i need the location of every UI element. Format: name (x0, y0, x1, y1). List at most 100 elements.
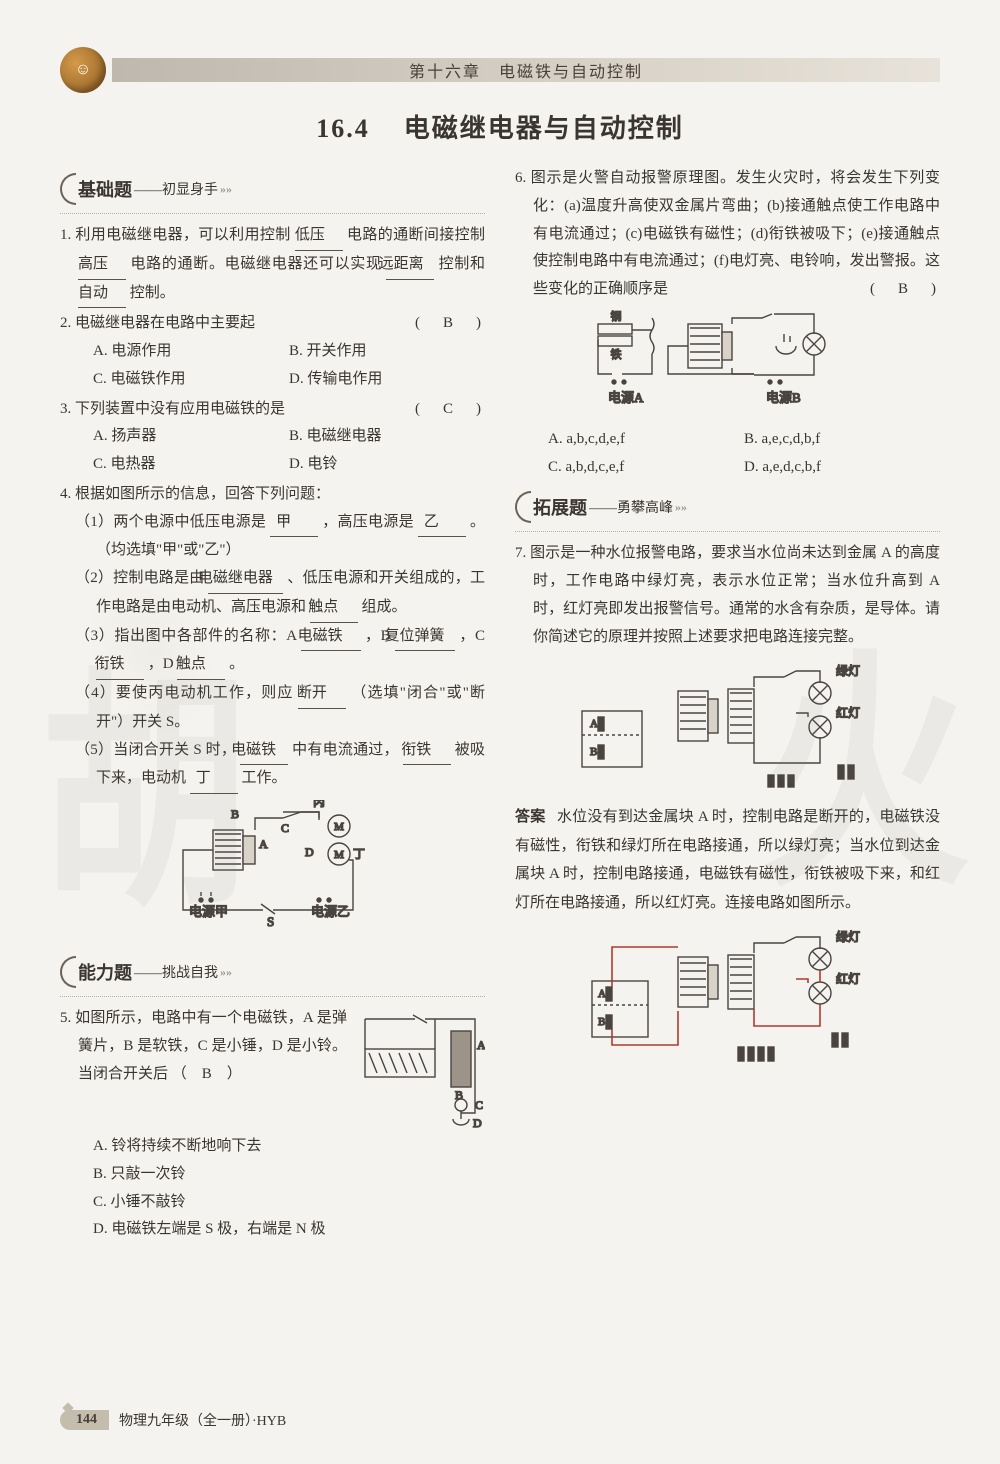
divider (60, 996, 485, 997)
svg-text:D: D (473, 1116, 482, 1129)
chapter-header: ☺ 第十六章 电磁铁与自动控制 (60, 50, 940, 90)
basic-label: 基础题 (78, 176, 132, 202)
q2-optB: B. 开关作用 (289, 338, 485, 366)
divider (60, 213, 485, 214)
section-title-text: 电磁继电器与自动控制 (404, 114, 684, 143)
svg-text:A: A (598, 988, 606, 1000)
svg-text:绿灯: 绿灯 (836, 929, 860, 944)
q3-answer: ( C ) (433, 396, 485, 424)
q5-answer: B (202, 1066, 212, 1082)
q3-stem: 3. 下列装置中没有应用电磁铁的是 ( C ) (60, 396, 485, 424)
page-number: 144 (60, 1410, 109, 1430)
q3-optC: C. 电热器 (93, 451, 289, 479)
ability-sub: ——挑战自我 (134, 962, 218, 982)
q6-answer: ( B ) (888, 276, 940, 304)
two-column-layout: 基础题 ——初显身手 »» 1. 利用电磁继电器，可以利用控制 低压 电路的通断… (60, 163, 940, 1244)
svg-text:丁: 丁 (353, 847, 365, 861)
q7-figure-1: A B 绿灯 红灯 (515, 657, 940, 797)
svg-text:钢: 钢 (610, 310, 621, 323)
svg-text:B: B (231, 807, 239, 821)
q1-blank1: 低压 (295, 222, 343, 251)
q6-optA: A. a,b,c,d,e,f (548, 426, 744, 454)
q4-5: （5）当闭合开关 S 时， 电磁铁 中有电流通过， 衔铁 被吸下来，电动机 丁 … (60, 737, 485, 795)
q5-figure: A B C D (355, 1009, 485, 1129)
svg-text:电源甲: 电源甲 (189, 904, 228, 919)
svg-text:A: A (477, 1038, 485, 1052)
svg-text:电源乙: 电源乙 (311, 904, 350, 919)
ability-label: 能力题 (78, 959, 132, 985)
q6-optB: B. a,e,c,d,b,f (744, 426, 940, 454)
svg-text:S: S (267, 914, 274, 929)
q2-optA: A. 电源作用 (93, 338, 289, 366)
q7-answer-text: 水位没有到达金属块 A 时，控制电路是断开的，电磁铁没有磁性，衔铁和绿灯所在电路… (515, 809, 940, 911)
q2-stem: 2. 电磁继电器在电路中主要起 ( B ) (60, 310, 485, 338)
q1-blank4: 自动 (78, 280, 126, 309)
q3-optA: A. 扬声器 (93, 423, 289, 451)
chapter-header-text: 第十六章 电磁铁与自动控制 (112, 58, 940, 82)
ability-section-tag: 能力题 ——挑战自我 »» (60, 956, 232, 988)
q1: 1. 利用电磁继电器，可以利用控制 低压 电路的通断间接控制 高压 电路的通断。… (60, 222, 485, 308)
footer: 144 物理九年级（全一册）·HYB (60, 1410, 286, 1430)
q6-optC: C. a,b,d,c,e,f (548, 454, 744, 482)
arrow-decor: »» (220, 182, 232, 197)
svg-text:M: M (334, 849, 344, 861)
q6-stem: 6. 图示是火警自动报警原理图。发生火灾时，将会发生下列变化：(a)温度升高使双… (515, 165, 940, 304)
svg-text:丙: 丙 (313, 800, 325, 809)
page: ☺ 第十六章 电磁铁与自动控制 16.4 电磁继电器与自动控制 基础题 ——初显… (0, 0, 1000, 1264)
extend-sub: ——勇攀高峰 (589, 497, 673, 517)
svg-text:电源A: 电源A (608, 390, 644, 405)
svg-text:D: D (305, 845, 314, 859)
q4-1: （1）两个电源中低压电源是 甲 ，高压电源是 乙 。（均选填"甲"或"乙"） (60, 509, 485, 566)
extend-section-tag: 拓展题 ——勇攀高峰 »» (515, 491, 687, 523)
q1-blank2: 高压 (78, 251, 126, 280)
left-column: 基础题 ——初显身手 »» 1. 利用电磁继电器，可以利用控制 低压 电路的通断… (60, 163, 485, 1244)
q6-optD: D. a,e,d,c,b,f (744, 454, 940, 482)
svg-text:电源B: 电源B (766, 390, 801, 405)
q5-optB: B. 只敲一次铃 (93, 1161, 485, 1189)
q3-optB: B. 电磁继电器 (289, 423, 485, 451)
q4-2: （2）控制电路是由 电磁继电器 、低压电源和开关组成的，工作电路是由电动机、高压… (60, 565, 485, 623)
q4-4: （4）要使丙电动机工作，则应 断开 （选填"闭合"或"断开"）开关 S。 (60, 680, 485, 737)
q5-wrap: A B C D 5. 如图所示，电路中有一个电磁铁，A 是弹簧片，B 是软铁，C… (60, 1005, 485, 1133)
basic-section-tag: 基础题 ——初显身手 »» (60, 173, 232, 205)
arrow-decor: »» (675, 500, 687, 515)
svg-text:M: M (334, 821, 344, 833)
q4-stem: 4. 根据如图所示的信息，回答下列问题： (60, 481, 485, 509)
basic-sub: ——初显身手 (134, 179, 218, 199)
q6-figure: 钢 铁 电源A (515, 310, 940, 420)
q5-optA: A. 铃将持续不断地响下去 (93, 1133, 485, 1161)
svg-text:红灯: 红灯 (836, 971, 860, 986)
section-title: 16.4 电磁继电器与自动控制 (60, 108, 940, 145)
q2-options: A. 电源作用 B. 开关作用 C. 电磁铁作用 D. 传输电作用 (60, 338, 485, 394)
section-number: 16.4 (316, 114, 370, 143)
svg-text:A: A (590, 718, 598, 730)
right-column: 6. 图示是火警自动报警原理图。发生火灾时，将会发生下列变化：(a)温度升高使双… (515, 163, 940, 1244)
svg-text:C: C (281, 821, 289, 835)
q7-stem: 7. 图示是一种水位报警电路，要求当水位尚未达到金属 A 的高度时，工作电路中绿… (515, 540, 940, 651)
q7-answer: 答案 水位没有到达金属块 A 时，控制电路是断开的，电磁铁没有磁性，衔铁和绿灯所… (515, 803, 940, 917)
q2-optD: D. 传输电作用 (289, 366, 485, 394)
q2-answer: ( B ) (433, 310, 485, 338)
q1-blank3: 远距离 (386, 251, 434, 280)
divider (515, 531, 940, 532)
answer-label: 答案 (515, 809, 545, 825)
q5-optD: D. 电磁铁左端是 S 极，右端是 N 极 (93, 1216, 485, 1244)
q2-optC: C. 电磁铁作用 (93, 366, 289, 394)
svg-text:B: B (598, 1016, 605, 1028)
svg-text:A: A (259, 837, 268, 851)
q7-figure-2: A B (515, 923, 940, 1073)
header-icon: ☺ (60, 47, 106, 93)
q4-figure: M M 丙 丁 B A C D 电源甲 (60, 800, 485, 940)
svg-text:绿灯: 绿灯 (836, 663, 860, 678)
extend-label: 拓展题 (533, 494, 587, 520)
q4-3: （3）指出图中各部件的名称：A 电磁铁 ，B 复位弹簧 ，C 衔铁 ，D 触点 … (60, 623, 485, 681)
q6-options: A. a,b,c,d,e,f B. a,e,c,d,b,f C. a,b,d,c… (515, 426, 940, 482)
svg-text:B: B (590, 746, 597, 758)
q5-optC: C. 小锤不敲铃 (93, 1189, 485, 1217)
footer-text: 物理九年级（全一册）·HYB (119, 1410, 286, 1430)
svg-text:C: C (475, 1098, 483, 1112)
q3-options: A. 扬声器 B. 电磁继电器 C. 电热器 D. 电铃 (60, 423, 485, 479)
svg-text:红灯: 红灯 (836, 705, 860, 720)
q3-optD: D. 电铃 (289, 451, 485, 479)
svg-text:铁: 铁 (610, 348, 621, 361)
